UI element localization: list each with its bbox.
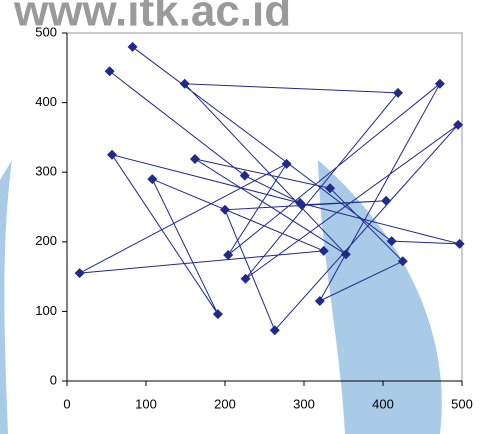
y-tick-label: 300 (35, 164, 57, 179)
point-marker (105, 66, 115, 76)
point-marker (75, 268, 85, 278)
point-marker (213, 309, 223, 319)
point-marker (315, 296, 325, 306)
y-tick-label: 500 (35, 24, 57, 39)
point-marker (128, 42, 138, 52)
chart: www.itk.ac.id 01002003004005000100200300… (0, 0, 490, 434)
x-tick-label: 200 (214, 396, 236, 411)
decor-shape (0, 160, 12, 434)
x-tick-label: 0 (63, 396, 70, 411)
y-tick-label: 0 (50, 372, 57, 387)
x-tick-label: 100 (135, 396, 157, 411)
point-marker (381, 196, 391, 206)
point-marker (455, 239, 465, 249)
y-tick-label: 400 (35, 94, 57, 109)
point-marker (240, 171, 250, 181)
point-marker (220, 205, 230, 215)
x-tick-label: 500 (451, 396, 473, 411)
y-tick-label: 200 (35, 233, 57, 248)
point-marker (435, 79, 445, 89)
x-tick-label: 400 (372, 396, 394, 411)
y-tick-label: 100 (35, 303, 57, 318)
x-tick-label: 300 (293, 396, 315, 411)
point-marker (147, 174, 157, 184)
point-marker (190, 154, 200, 164)
point-marker (223, 250, 233, 260)
point-marker (107, 150, 117, 160)
